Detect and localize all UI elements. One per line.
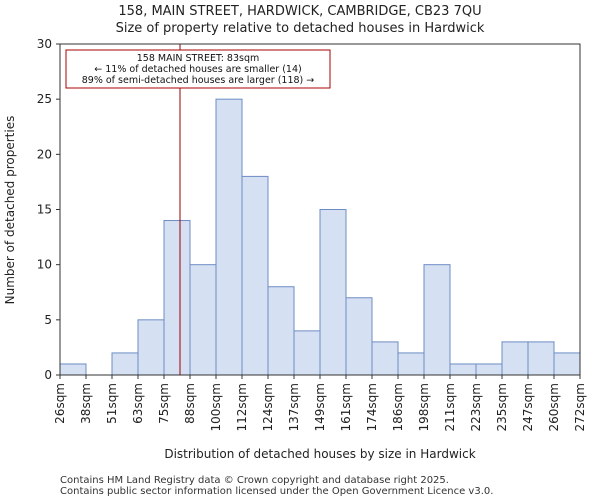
x-tick-label-38sqm: 38sqm bbox=[79, 383, 93, 424]
x-tick-label-100sqm: 100sqm bbox=[209, 383, 223, 431]
bar-88sqm bbox=[189, 264, 217, 376]
x-tick-label-112sqm: 112sqm bbox=[235, 383, 249, 431]
x-tick-label-124sqm: 124sqm bbox=[261, 383, 275, 431]
bar-260sqm bbox=[553, 352, 581, 376]
bar-174sqm bbox=[371, 341, 399, 376]
annotation-line-1: 158 MAIN STREET: 83sqm bbox=[137, 53, 260, 64]
bar-161sqm bbox=[345, 297, 373, 376]
chart-title: 158, MAIN STREET, HARDWICK, CAMBRIDGE, C… bbox=[118, 4, 482, 19]
bar-223sqm bbox=[475, 363, 503, 376]
y-tick-label-10: 10 bbox=[37, 258, 52, 272]
bar-198sqm bbox=[423, 264, 451, 376]
y-tick-label-30: 30 bbox=[37, 37, 52, 51]
bars-group bbox=[59, 98, 581, 376]
y-tick-label-5: 5 bbox=[44, 313, 52, 327]
x-tick-label-149sqm: 149sqm bbox=[313, 383, 327, 431]
y-tick-label-25: 25 bbox=[37, 92, 52, 106]
y-tick-label-0: 0 bbox=[44, 368, 52, 382]
x-tick-label-63sqm: 63sqm bbox=[131, 383, 145, 424]
x-tick-label-235sqm: 235sqm bbox=[495, 383, 509, 431]
x-tick-label-272sqm: 272sqm bbox=[573, 383, 587, 431]
footer-licence: Contains public sector information licen… bbox=[60, 486, 494, 497]
y-tick-label-20: 20 bbox=[37, 147, 52, 161]
annotation-group: 158 MAIN STREET: 83sqm← 11% of detached … bbox=[65, 49, 331, 89]
bar-51sqm bbox=[111, 352, 139, 376]
x-tick-label-174sqm: 174sqm bbox=[365, 383, 379, 431]
x-tick-label-223sqm: 223sqm bbox=[469, 383, 483, 431]
bar-235sqm bbox=[501, 341, 529, 376]
axes-group: 0 5 10 15 20 25 30 26sqm 38sqm 51sqm 63sqm 75sqm 88s… bbox=[37, 37, 587, 431]
bar-186sqm bbox=[397, 352, 425, 376]
x-tick-label-211sqm: 211sqm bbox=[443, 383, 457, 431]
x-tick-label-186sqm: 186sqm bbox=[391, 383, 405, 431]
bar-63sqm bbox=[137, 319, 165, 376]
x-tick-label-260sqm: 260sqm bbox=[547, 383, 561, 431]
annotation-line-2: ← 11% of detached houses are smaller (14… bbox=[94, 64, 301, 75]
bar-137sqm bbox=[293, 330, 321, 376]
x-tick-label-26sqm: 26sqm bbox=[53, 383, 67, 424]
annotation-line-3: 89% of semi-detached houses are larger (… bbox=[82, 75, 315, 86]
bar-211sqm bbox=[449, 363, 477, 376]
x-tick-label-198sqm: 198sqm bbox=[417, 383, 431, 431]
x-tick-label-137sqm: 137sqm bbox=[287, 383, 301, 431]
x-tick-label-88sqm: 88sqm bbox=[183, 383, 197, 424]
y-tick-label-15: 15 bbox=[37, 203, 52, 217]
bar-100sqm bbox=[215, 98, 243, 376]
bar-112sqm bbox=[241, 175, 269, 376]
x-axis-label: Distribution of detached houses by size … bbox=[164, 447, 475, 461]
chart-subtitle: Size of property relative to detached ho… bbox=[115, 21, 485, 36]
bar-247sqm bbox=[527, 341, 555, 376]
bar-26sqm bbox=[59, 363, 87, 376]
x-tick-label-247sqm: 247sqm bbox=[521, 383, 535, 431]
bar-149sqm bbox=[319, 209, 347, 376]
x-tick-label-51sqm: 51sqm bbox=[105, 383, 119, 424]
annotation-box bbox=[65, 49, 331, 89]
footer-copyright: Contains HM Land Registry data © Crown c… bbox=[60, 475, 449, 486]
bar-75sqm bbox=[163, 220, 191, 376]
x-tick-label-75sqm: 75sqm bbox=[157, 383, 171, 424]
bar-124sqm bbox=[267, 286, 295, 376]
x-tick-label-161sqm: 161sqm bbox=[339, 383, 353, 431]
y-axis-label: Number of detached properties bbox=[3, 116, 17, 305]
